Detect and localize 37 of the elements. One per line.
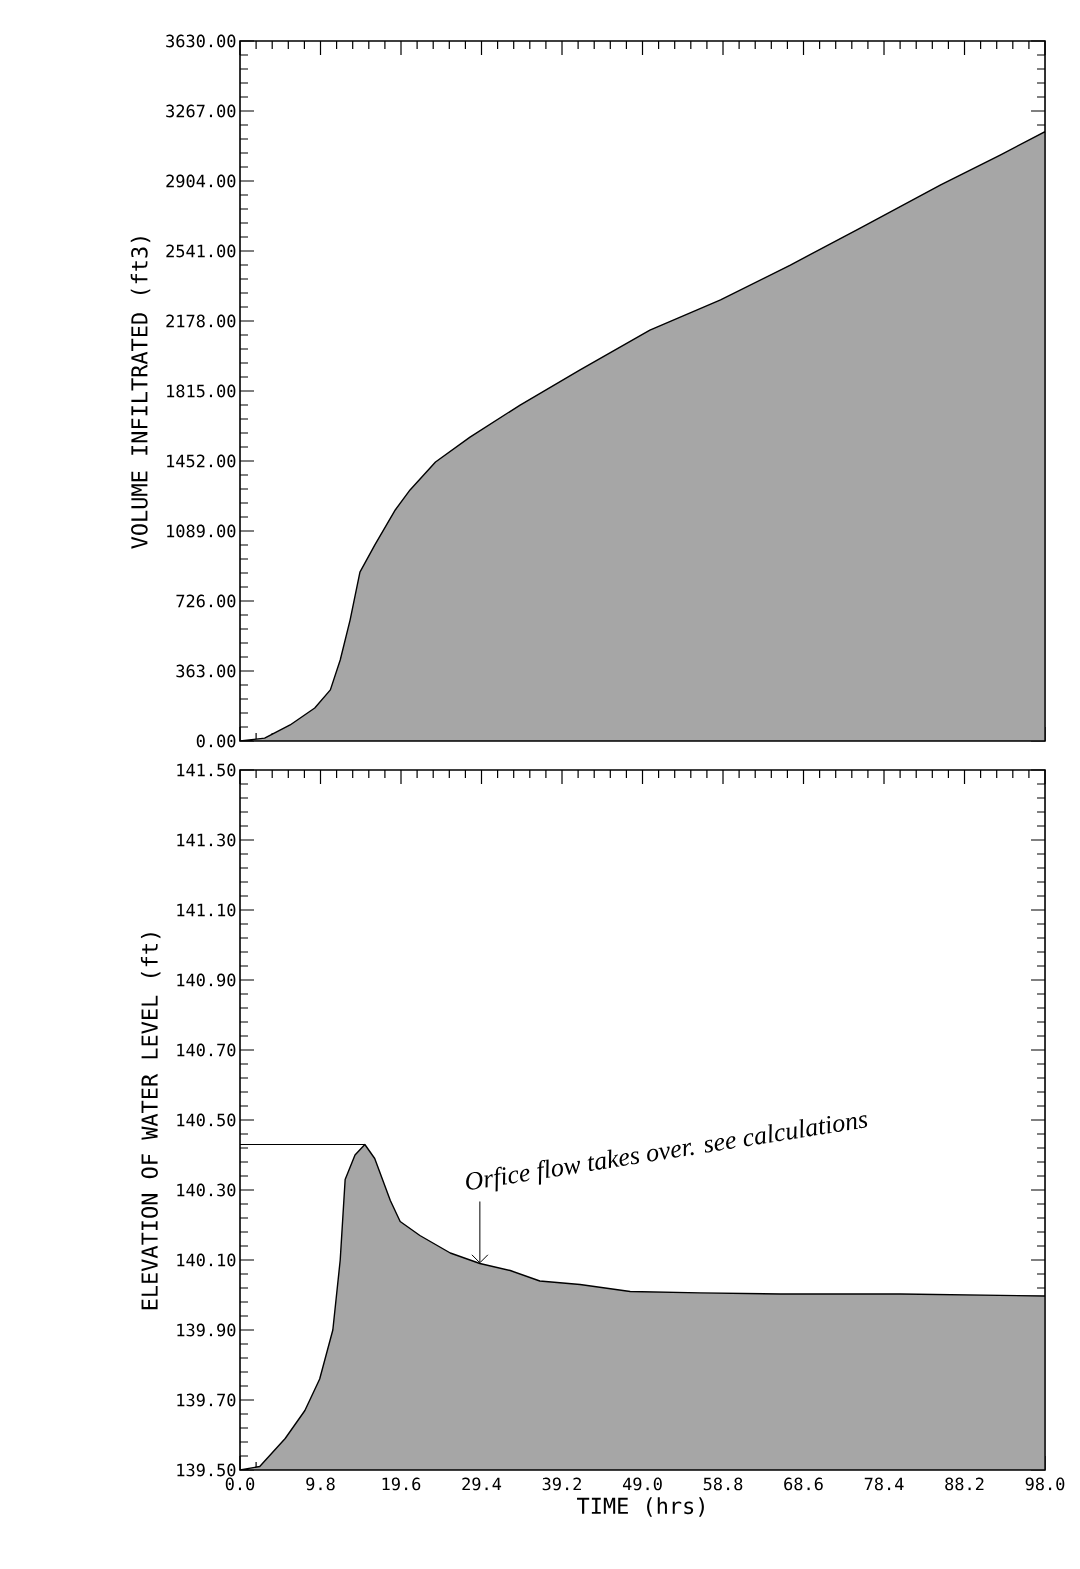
- y-tick-label: 140.30: [177, 1183, 236, 1197]
- x-tick-label: 9.8: [306, 1477, 335, 1491]
- y-tick-label: 141.30: [177, 833, 236, 847]
- y-tick-label: 140.70: [177, 1043, 236, 1057]
- y-tick-label: 2541.00: [166, 244, 236, 258]
- x-tick-label: 88.2: [945, 1477, 984, 1491]
- x-axis-title: TIME (hrs): [577, 1497, 704, 1517]
- y-tick-label: 141.10: [177, 903, 236, 917]
- x-tick-label: 29.4: [462, 1477, 502, 1491]
- x-tick-label: 58.8: [703, 1477, 743, 1491]
- y-tick-label: 140.50: [177, 1113, 236, 1127]
- y-tick-label: 1815.00: [167, 384, 236, 398]
- x-tick-label: 19.6: [382, 1477, 421, 1491]
- y-tick-label: 140.90: [177, 973, 236, 987]
- x-tick-label: 98.0: [1025, 1477, 1065, 1491]
- y-tick-label: 726.00: [176, 594, 236, 608]
- y-axis-title: ELEVATION OF WATER LEVEL (ft): [140, 933, 161, 1310]
- y-tick-label: 363.00: [176, 664, 236, 678]
- y-tick-label: 141.50: [177, 763, 236, 777]
- y-tick-label: 139.50: [177, 1463, 236, 1477]
- y-tick-label: 2904.00: [166, 174, 236, 188]
- x-tick-label: 49.0: [622, 1477, 662, 1491]
- x-tick-label: 39.2: [542, 1477, 581, 1491]
- y-tick-label: 2178.00: [166, 314, 236, 328]
- y-axis-title: VOLUME INFILTRATED (ft3): [130, 237, 151, 549]
- y-tick-label: 3267.00: [166, 104, 236, 118]
- y-tick-label: 139.90: [177, 1323, 236, 1337]
- y-tick-label: 139.70: [177, 1393, 236, 1407]
- y-tick-label: 1089.00: [167, 524, 236, 538]
- y-tick-label: 0.00: [196, 734, 236, 748]
- annotation: Orfice flow takes over. see calculations: [466, 1115, 868, 1192]
- x-tick-label: 68.6: [784, 1477, 823, 1491]
- y-tick-label: 1452.00: [167, 454, 236, 468]
- y-tick-label: 3630.00: [166, 34, 236, 48]
- x-tick-label: 78.4: [864, 1477, 904, 1491]
- x-tick-label: 0.0: [225, 1477, 255, 1491]
- y-tick-label: 140.10: [177, 1253, 236, 1267]
